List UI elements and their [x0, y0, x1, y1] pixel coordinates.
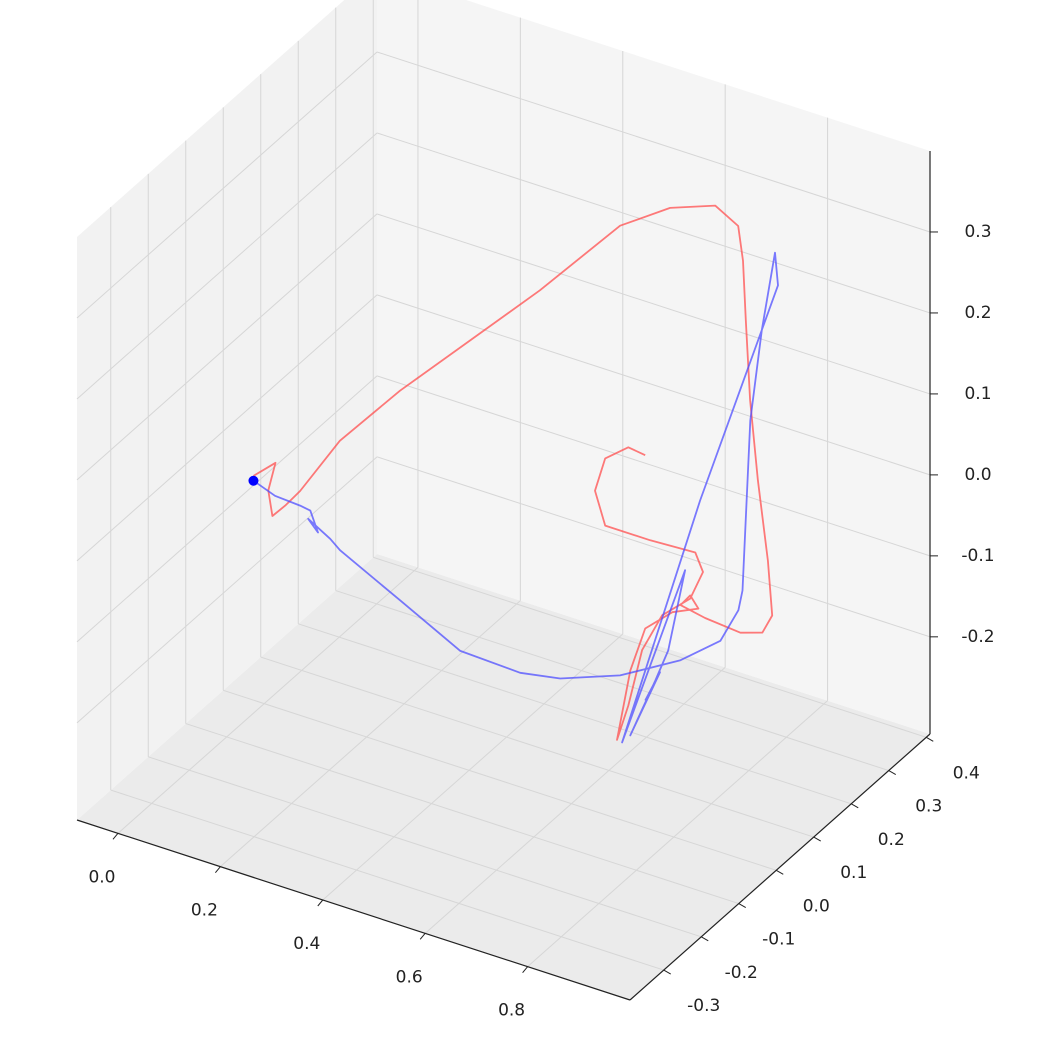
y-tick-label: 0.1	[840, 863, 867, 883]
y-tick-label: -0.2	[725, 963, 758, 983]
y-tick	[738, 903, 746, 909]
z-tick-label: -0.2	[961, 627, 994, 647]
y-tick	[888, 770, 896, 776]
z-tick-label: 0.1	[964, 384, 991, 404]
grid-line	[76, 456, 378, 724]
y-tick	[813, 836, 821, 842]
axis-line	[76, 819, 631, 1001]
y-tick	[663, 969, 671, 975]
y-tick-label: 0.4	[953, 763, 980, 783]
grid-line	[76, 213, 378, 481]
y-tick	[926, 736, 934, 742]
grid-line	[376, 456, 931, 638]
grid-line	[223, 689, 777, 871]
grid-line	[76, 132, 378, 400]
y-tick	[701, 936, 709, 942]
grid-line	[376, 51, 931, 233]
grid-line	[260, 656, 814, 838]
grid-line	[185, 723, 739, 905]
trajectory	[253, 204, 774, 741]
grid-line	[527, 700, 828, 968]
floor-pane	[77, 554, 930, 1000]
y-tick-label: -0.1	[762, 930, 795, 950]
back-pane	[377, 0, 930, 734]
grid-line	[76, 51, 378, 319]
grid-line	[376, 213, 931, 395]
grid-line	[373, 556, 927, 738]
x-tick	[317, 899, 324, 907]
grid-line	[76, 375, 378, 643]
x-tick	[214, 866, 221, 873]
trajectory	[252, 251, 779, 744]
z-tick-label: 0.0	[964, 465, 991, 485]
x-tick-label: 0.4	[293, 934, 320, 954]
grid-line	[117, 566, 419, 834]
grid-line	[376, 132, 931, 314]
x-tick-label: 0.0	[88, 867, 115, 887]
axis-line	[629, 733, 931, 1001]
y-tick-label: -0.3	[687, 996, 720, 1016]
grid-line	[76, 294, 378, 562]
grid-line	[110, 789, 664, 971]
grid-line	[424, 666, 726, 934]
x-tick-label: 0.6	[396, 967, 423, 987]
y-tick	[776, 869, 784, 875]
start-marker	[248, 475, 259, 486]
grid-line	[376, 375, 931, 557]
y-tick-label: 0.0	[803, 896, 830, 916]
x-tick	[112, 833, 119, 840]
x-tick-label: 0.2	[191, 901, 218, 921]
z-tick-label: -0.1	[961, 546, 994, 566]
left-pane	[77, 0, 377, 820]
z-tick-label: 0.2	[964, 303, 991, 323]
y-tick	[851, 803, 859, 809]
z-tick-label: 0.3	[964, 222, 991, 242]
grid-line	[298, 623, 852, 805]
grid-line	[220, 600, 521, 868]
grid-line	[148, 756, 702, 938]
x-tick	[522, 966, 528, 973]
x-tick-label: 0.8	[498, 1001, 525, 1021]
x-tick	[419, 933, 426, 940]
grid-line	[335, 590, 889, 772]
y-tick-label: 0.3	[915, 797, 942, 817]
grid-line	[376, 294, 931, 476]
y-tick-label: 0.2	[878, 830, 905, 850]
